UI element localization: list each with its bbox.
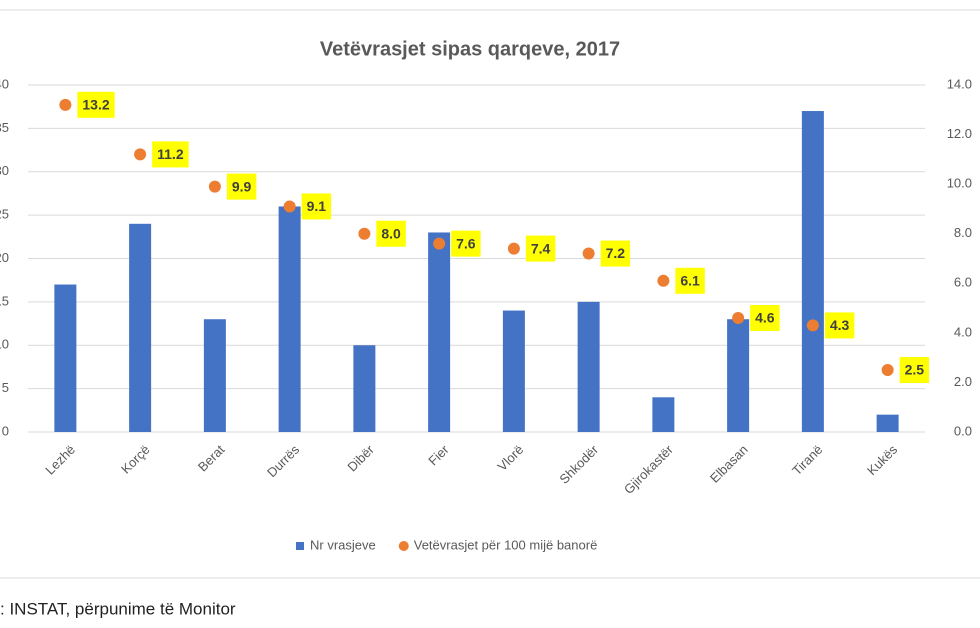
data-label-bg	[152, 141, 189, 168]
y-tick-label: 10	[0, 337, 9, 352]
data-label: 7.4	[531, 240, 551, 256]
bar	[876, 414, 899, 432]
data-label-bg	[525, 235, 556, 262]
y2-tick-label: 14.0	[947, 76, 972, 91]
y-tick-label: 35	[0, 120, 9, 135]
y2-tick-label: 0.0	[954, 423, 972, 438]
y-tick-label: 40	[0, 76, 9, 91]
y2-tick-label: 2.0	[954, 374, 972, 389]
bar	[353, 345, 376, 432]
x-tick-label: Berat	[195, 442, 228, 475]
bar	[801, 111, 824, 433]
x-tick-label: Durrës	[264, 442, 303, 481]
dot	[881, 364, 894, 377]
x-tick-label: Shkodër	[556, 441, 601, 486]
y2-tick-label: 10.0	[947, 176, 972, 191]
dot	[134, 148, 147, 161]
x-tick-label: Elbasan	[707, 442, 751, 486]
data-label-bg	[899, 357, 930, 384]
data-label-bg	[824, 312, 855, 339]
data-label-bg	[750, 304, 780, 331]
dot	[806, 319, 819, 332]
data-label-bg	[301, 193, 332, 220]
source-note: : INSTAT, përpunime të Monitor	[0, 599, 236, 618]
data-label: 7.2	[606, 245, 626, 261]
legend-label: Nr vrasjeve	[310, 537, 376, 552]
y-tick-label: 15	[0, 293, 9, 308]
chart-title: Vetëvrasjet sipas qarqeve, 2017	[320, 38, 620, 60]
data-label-bg	[600, 240, 631, 267]
legend-swatch	[296, 542, 304, 550]
x-tick-label: Tiranë	[789, 442, 825, 478]
x-tick-label: Gjirokastër	[621, 441, 677, 497]
bar	[428, 232, 451, 432]
data-label-bg	[451, 230, 481, 257]
bar	[129, 223, 152, 432]
y-tick-label: 5	[2, 380, 9, 395]
bar	[278, 206, 301, 432]
data-label: 13.2	[82, 97, 109, 113]
bar	[727, 319, 750, 432]
y2-tick-label: 8.0	[954, 225, 972, 240]
data-label: 4.6	[755, 310, 775, 326]
dot	[582, 247, 595, 260]
x-tick-label: Vlorë	[494, 442, 526, 474]
legend-label: Vetëvrasjet për 100 mijë banorë	[414, 537, 598, 552]
y-tick-label: 0	[2, 423, 9, 438]
bar	[502, 310, 525, 432]
data-label-bg	[77, 91, 115, 118]
data-label: 11.2	[157, 146, 184, 162]
data-label: 7.6	[456, 235, 476, 251]
x-tick-label: Kukës	[864, 442, 901, 479]
data-label: 2.5	[905, 362, 925, 378]
y2-tick-label: 6.0	[954, 275, 972, 290]
data-label: 9.9	[232, 178, 252, 194]
x-tick-label: Korçë	[118, 442, 153, 477]
x-tick-label: Dibër	[344, 441, 377, 474]
dot	[208, 180, 221, 193]
data-label: 9.1	[307, 198, 327, 214]
data-label-bg	[226, 173, 257, 200]
dot	[507, 242, 520, 255]
data-label: 8.0	[381, 225, 401, 241]
data-label: 6.1	[680, 273, 700, 289]
x-tick-label: Lezhë	[42, 442, 78, 478]
bar	[54, 284, 77, 432]
bar	[652, 397, 675, 432]
dot	[433, 237, 446, 250]
y2-tick-label: 12.0	[947, 126, 972, 141]
x-tick-label: Fier	[425, 441, 452, 468]
y-tick-label: 25	[0, 207, 9, 222]
dot	[657, 274, 670, 287]
data-label: 4.3	[830, 317, 850, 333]
dot	[732, 311, 745, 324]
y-tick-label: 30	[0, 163, 9, 178]
y2-tick-label: 4.0	[954, 324, 972, 339]
dot	[59, 98, 72, 111]
data-label-bg	[376, 220, 406, 247]
y-tick-label: 20	[0, 250, 9, 265]
bar	[203, 319, 226, 432]
data-label-bg	[675, 267, 705, 294]
bar	[577, 301, 600, 432]
legend-swatch	[398, 541, 409, 551]
dot	[358, 227, 371, 240]
dot	[283, 200, 296, 213]
